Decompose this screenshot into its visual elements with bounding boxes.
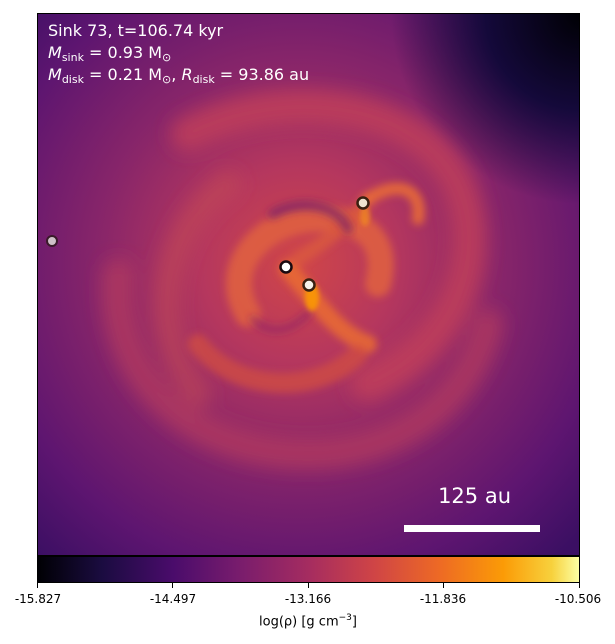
colorbar-tick-label: -10.506 [554, 592, 602, 606]
colorbar-tick-label: -11.836 [419, 592, 467, 606]
density-map [38, 14, 579, 555]
sink-upper-right [356, 196, 370, 210]
colorbar-tick-mark [579, 583, 580, 588]
low-density-gaps [249, 200, 353, 334]
density-map-panel: Sink 73, t=106.74 kyr Msink = 0.93 M⊙ Md… [37, 13, 580, 556]
colorbar-label: log(ρ) [g cm−3] [259, 613, 357, 630]
colorbar-tick-mark [308, 583, 309, 588]
sink-lower [302, 278, 316, 292]
sink-central [279, 260, 293, 274]
outer-spiral-arms [102, 89, 503, 470]
colorbar-tick-label: -14.497 [149, 592, 197, 606]
colorbar-tick-mark [443, 583, 444, 588]
sink-mass-annotation: Msink = 0.93 M⊙ [48, 43, 172, 64]
colorbar-tick-label: -15.827 [14, 592, 62, 606]
colorbar [37, 556, 580, 583]
inner-spiral-arms [188, 182, 425, 393]
disk-properties-annotation: Mdisk = 0.21 M⊙, Rdisk = 93.86 au [48, 65, 310, 86]
sink-far-left [46, 235, 58, 247]
scale-bar [404, 525, 540, 532]
colorbar-tick-mark [172, 583, 173, 588]
colorbar-tick-mark [37, 583, 38, 588]
title-annotation: Sink 73, t=106.74 kyr [48, 21, 224, 40]
colorbar-tick-label: -13.166 [284, 592, 332, 606]
sink-particles [46, 196, 370, 292]
scale-bar-label: 125 au [438, 484, 511, 508]
